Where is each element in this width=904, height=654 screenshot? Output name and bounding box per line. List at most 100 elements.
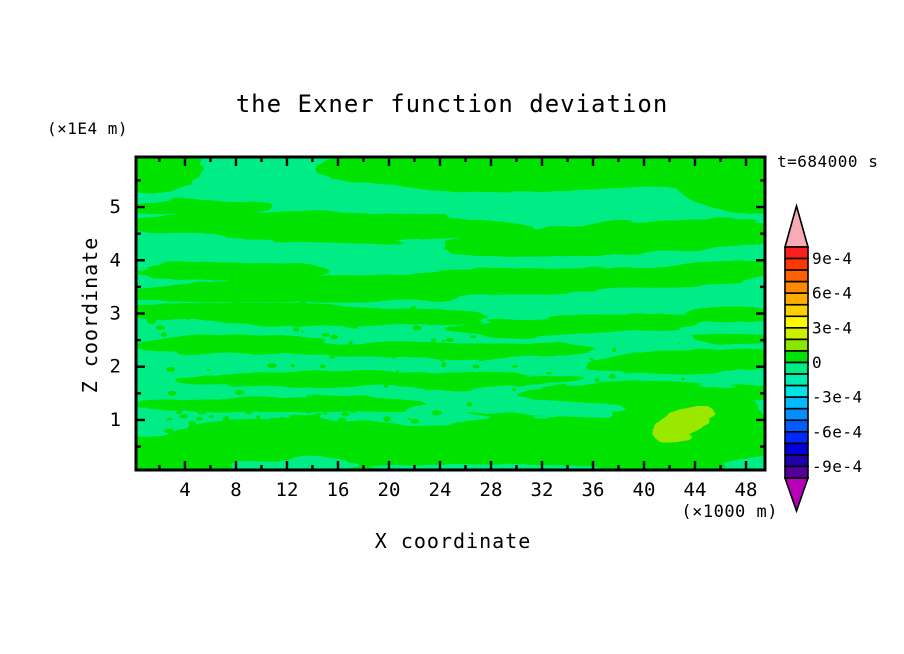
contour-speckle	[305, 414, 313, 420]
contour-speckle	[270, 312, 279, 317]
contour-region-pos	[136, 200, 271, 214]
contour-speckle	[426, 310, 435, 315]
x-tick-label: 4	[179, 479, 190, 501]
contour-speckle	[342, 421, 348, 425]
contour-speckle	[330, 334, 339, 340]
contour-region-bg	[371, 463, 601, 470]
contour-speckle	[197, 409, 207, 415]
contour-speckle	[352, 382, 357, 387]
contour-speckle	[206, 368, 210, 371]
colorbar-segment	[784, 280, 809, 294]
contour-speckle	[323, 419, 330, 422]
contour-speckle	[560, 377, 567, 381]
contour-speckle	[160, 332, 167, 337]
contour-speckle	[482, 355, 492, 360]
contour-speckle	[594, 367, 602, 371]
x-tick-label: 16	[327, 479, 350, 501]
contour-speckle	[261, 403, 266, 407]
contour-speckle	[465, 321, 477, 327]
x-tick-label: 32	[531, 479, 554, 501]
colorbar-label: -6e-4	[812, 422, 863, 441]
contour-speckle	[270, 424, 279, 429]
contour-speckle	[224, 416, 229, 420]
contour-speckle	[348, 340, 353, 345]
contour-speckle	[466, 401, 473, 407]
contour-region-pos	[691, 334, 765, 344]
contour-region-pos	[676, 261, 765, 277]
colorbar-segment	[784, 430, 809, 445]
contour-speckle	[345, 399, 348, 402]
contour-speckle	[323, 411, 327, 415]
contour-speckle	[625, 390, 630, 393]
contour-speckle	[265, 399, 270, 402]
contour-speckle	[315, 396, 324, 400]
contour-speckle	[441, 362, 447, 368]
colorbar: 9e-4 6e-4 3e-4 0 -3e-4 -6e-4 -9e-4	[783, 203, 863, 514]
contour-speckle	[164, 302, 170, 306]
contour-region-patch	[652, 404, 712, 444]
colorbar-segment	[784, 465, 809, 479]
contour-speckle	[265, 401, 272, 406]
contour-speckle	[369, 342, 378, 347]
contour-speckle	[166, 417, 173, 421]
contour-speckle	[229, 398, 240, 404]
contour-speckle	[290, 363, 296, 368]
contour-region-bg	[496, 404, 626, 414]
contour-region-bg	[231, 457, 361, 470]
contour-region-pos	[176, 370, 586, 388]
contour-speckle	[167, 390, 177, 396]
y-axis-unit-label: (×1E4 m)	[47, 119, 128, 138]
contour-speckle	[175, 411, 182, 415]
colorbar-segment	[784, 350, 809, 364]
contour-speckle	[609, 373, 616, 379]
contour-speckle	[185, 314, 192, 320]
colorbar-segment	[784, 419, 809, 433]
contour-speckle	[417, 342, 422, 345]
x-tick-label: 48	[735, 479, 758, 501]
timestamp-label: t=684000 s	[777, 152, 878, 171]
contour-speckle	[673, 364, 679, 369]
contour-speckle	[230, 301, 239, 306]
contour-speckle	[315, 421, 320, 426]
contour-speckle	[555, 341, 562, 347]
contour-speckle	[243, 308, 248, 313]
contour-region-pos	[441, 220, 765, 258]
contour-speckle	[345, 323, 353, 328]
colorbar-over-arrow	[783, 203, 810, 248]
colorbar-label: 0	[812, 353, 822, 372]
y-tick-label: 3	[110, 303, 121, 325]
colorbar-label: -9e-4	[812, 457, 863, 476]
contour-speckle	[288, 381, 292, 383]
x-tick-label: 8	[230, 479, 241, 501]
contour-speckle	[292, 327, 300, 332]
contour-speckle	[561, 383, 566, 388]
contour-speckle	[493, 349, 498, 352]
contour-speckle	[594, 377, 600, 383]
contour-speckle	[217, 347, 225, 354]
colorbar-label: 3e-4	[812, 318, 853, 337]
chart-title: the Exner function deviation	[236, 90, 669, 118]
contour-speckle	[357, 398, 365, 403]
contour-speckle	[301, 330, 304, 333]
contour-speckle	[366, 399, 373, 403]
contour-region-pos	[136, 157, 202, 193]
contour-speckle	[387, 355, 391, 357]
x-tick-label: 12	[276, 479, 299, 501]
contour-speckle	[337, 417, 347, 422]
contour-speckle	[470, 335, 477, 339]
colorbar-label: -3e-4	[812, 388, 863, 407]
contour-speckle	[677, 341, 681, 344]
colorbar-segment	[784, 373, 809, 387]
contour-speckle	[313, 414, 320, 418]
contour-region-pos	[446, 314, 706, 336]
contour-region-pos	[686, 308, 765, 322]
contour-speckle	[396, 370, 399, 373]
colorbar-segment	[784, 361, 809, 375]
colorbar-segment	[784, 257, 809, 271]
colorbar-segment	[784, 269, 809, 283]
contour-speckle	[266, 363, 277, 369]
contour-speckle	[410, 418, 420, 424]
colorbar-segment	[784, 327, 809, 341]
